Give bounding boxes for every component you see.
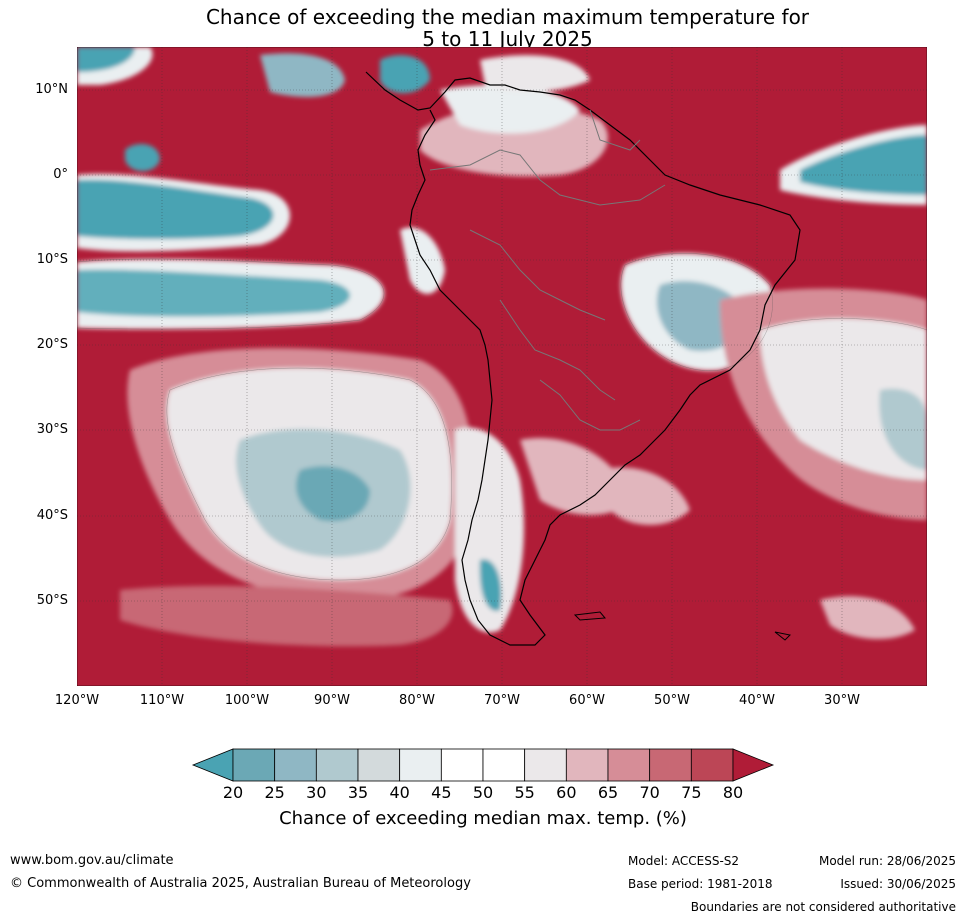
colorbar-tick-label: 65 bbox=[597, 783, 619, 802]
longitude-label: 30°W bbox=[824, 693, 860, 708]
longitude-label: 110°W bbox=[139, 693, 185, 708]
colorbar-tick-label: 70 bbox=[639, 783, 660, 802]
colorbar-tick-label: 25 bbox=[264, 783, 285, 802]
colorbar-segment bbox=[607, 748, 651, 782]
latitude-label: 10°S bbox=[36, 252, 68, 267]
longitude-label: 70°W bbox=[484, 693, 520, 708]
colorbar-tick-label: 30 bbox=[306, 783, 327, 802]
longitude-label: 100°W bbox=[224, 693, 270, 708]
map-title-line1: Chance of exceeding the median maximum t… bbox=[205, 5, 810, 29]
colorbar-low-extend bbox=[191, 748, 234, 782]
colorbar-segment bbox=[232, 748, 276, 782]
colorbar-tick-label: 35 bbox=[347, 783, 369, 802]
latitude-label: 10°N bbox=[35, 82, 68, 97]
model-name: Model: ACCESS-S2 bbox=[628, 854, 740, 868]
colorbar-tick-label: 40 bbox=[389, 783, 410, 802]
model-run: Model run: 28/06/2025 bbox=[818, 854, 956, 868]
boundaries-disclaimer: Boundaries are not considered authoritat… bbox=[690, 900, 956, 914]
map-title-line2: 5 to 11 July 2025 bbox=[422, 27, 593, 51]
issued-date: Issued: 30/06/2025 bbox=[840, 877, 956, 891]
colorbar-segment bbox=[399, 748, 442, 782]
coastline bbox=[365, 71, 801, 646]
colorbar-tick-label: 75 bbox=[681, 783, 702, 802]
colorbar-segment bbox=[357, 748, 401, 782]
longitude-label: 50°W bbox=[654, 693, 690, 708]
colorbar-tick-label: 55 bbox=[514, 783, 535, 802]
colorbar-segment bbox=[482, 748, 526, 782]
colorbar-high-extend bbox=[732, 748, 775, 782]
longitude-label: 80°W bbox=[399, 693, 435, 708]
colorbar-segment bbox=[315, 748, 359, 782]
latitude-label: 0° bbox=[53, 167, 68, 182]
longitude-label: 40°W bbox=[739, 693, 775, 708]
colorbar-segment bbox=[524, 748, 567, 782]
colorbar-segment bbox=[649, 748, 692, 782]
colorbar-segment bbox=[565, 748, 609, 782]
colorbar-tick-label: 20 bbox=[222, 783, 244, 802]
colorbar-segment bbox=[690, 748, 734, 782]
latitude-label: 50°S bbox=[36, 593, 68, 608]
base-period: Base period: 1981-2018 bbox=[628, 877, 773, 891]
colorbar-tick-label: 50 bbox=[472, 783, 494, 802]
colorbar-tick-label: 60 bbox=[556, 783, 577, 802]
longitude-label: 60°W bbox=[569, 693, 605, 708]
colorbar-label: Chance of exceeding median max. temp. (%… bbox=[279, 808, 687, 829]
colorbar-tick-label: 45 bbox=[431, 783, 452, 802]
probability-field bbox=[77, 47, 927, 686]
latitude-label: 30°S bbox=[36, 422, 68, 437]
website-link[interactable]: www.bom.gov.au/climate bbox=[10, 853, 174, 868]
copyright-text: © Commonwealth of Australia 2025, Austra… bbox=[10, 876, 471, 891]
colorbar-tick-label: 80 bbox=[722, 783, 744, 802]
longitude-label: 90°W bbox=[314, 693, 350, 708]
longitude-label: 120°W bbox=[54, 693, 100, 708]
latitude-label: 40°S bbox=[36, 508, 68, 523]
latitude-label: 20°S bbox=[36, 337, 68, 352]
colorbar-segment bbox=[274, 748, 317, 782]
colorbar-segment bbox=[440, 748, 484, 782]
colorbar bbox=[191, 748, 775, 782]
